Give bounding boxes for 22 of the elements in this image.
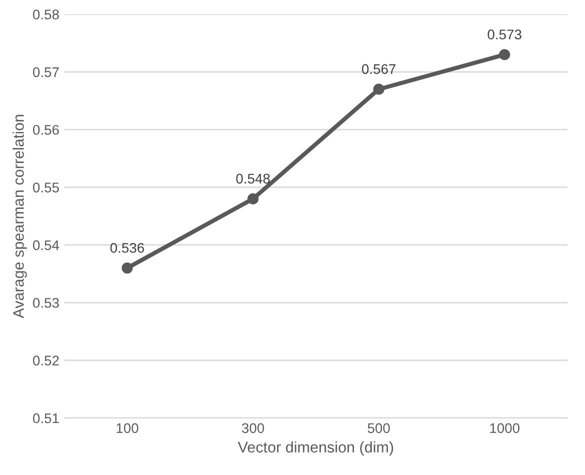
data-label: 0.548 (236, 174, 270, 184)
point (373, 84, 384, 95)
y-tick-label: 0.53 (33, 298, 59, 308)
point (499, 49, 510, 60)
y-axis-title: Avarage spearman correlation (12, 114, 27, 318)
x-tick-label: 1000 (490, 423, 520, 434)
y-tick-label: 0.57 (33, 67, 59, 78)
x-tick-label: 100 (116, 423, 138, 434)
y-tick-label: 0.51 (33, 413, 59, 424)
y-tick-label: 0.54 (33, 240, 60, 250)
y-tick-label: 0.58 (33, 10, 59, 20)
data-label: 0.536 (110, 242, 144, 253)
x-axis-title: Vector dimension (dim) (238, 441, 394, 456)
y-tick-label: 0.56 (33, 124, 59, 135)
y-tick-label: 0.55 (33, 182, 59, 192)
point (122, 262, 133, 274)
point (247, 193, 259, 204)
data-label: 0.567 (362, 64, 396, 74)
x-tick-label: 300 (242, 423, 264, 434)
data-label: 0.573 (488, 30, 522, 40)
x-tick-label: 500 (368, 423, 390, 434)
y-tick-label: 0.52 (33, 356, 59, 366)
